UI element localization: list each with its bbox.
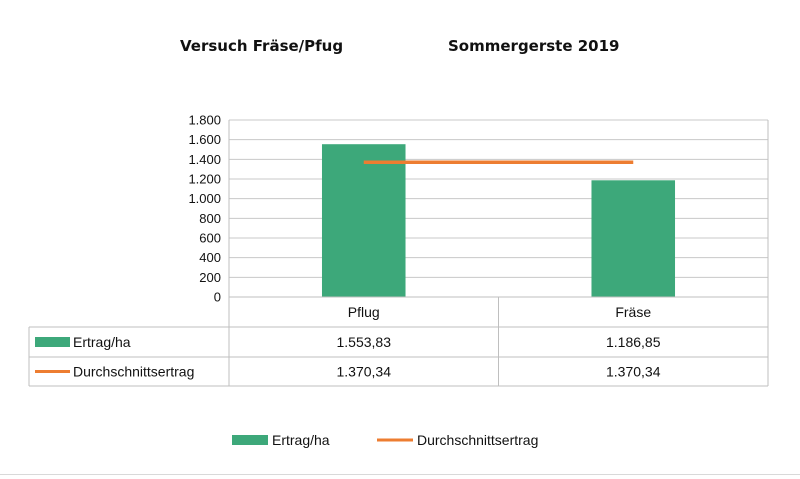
plot-area: 0 200 400 600 800 1.000 1.200 1.400 1.600 1.800 <box>188 113 769 386</box>
y-tick-label: 200 <box>199 270 221 285</box>
legend-label: Durchschnittsertrag <box>417 432 538 448</box>
y-tick-label: 1.000 <box>188 191 221 206</box>
y-tick-label: 600 <box>199 231 221 246</box>
y-tick-label: 1.400 <box>188 152 221 167</box>
chart-subtitle: Sommergerste 2019 <box>448 37 620 55</box>
table-series-key <box>35 337 70 347</box>
data-table: Pflug Fräse Ertrag/ha 1.553,83 1.186,85 Durch… <box>28 296 768 387</box>
y-tick-label: 1.800 <box>188 113 221 128</box>
legend-key <box>232 435 268 445</box>
y-tick-label: 1.600 <box>188 132 221 147</box>
table-value: 1.186,85 <box>606 334 661 350</box>
y-tick-label: 400 <box>199 250 221 265</box>
y-tick-label: 800 <box>199 211 221 226</box>
x-category-label: Fräse <box>615 304 651 320</box>
table-series-name: Durchschnittsertrag <box>73 364 194 380</box>
bar <box>321 144 406 297</box>
y-tick-label: 0 <box>214 290 221 305</box>
x-category-label: Pflug <box>348 304 380 320</box>
table-value: 1.370,34 <box>606 364 661 380</box>
chart-title: Versuch Fräse/Pfug <box>180 37 343 55</box>
legend-label: Ertrag/ha <box>272 432 330 448</box>
table-series-name: Ertrag/ha <box>73 334 131 350</box>
table-value: 1.370,34 <box>337 364 392 380</box>
y-tick-label: 1.200 <box>188 172 221 187</box>
table-value: 1.553,83 <box>337 334 392 350</box>
bar <box>591 180 676 297</box>
bottom-divider <box>0 474 800 475</box>
legend: Ertrag/ha Durchschnittsertrag <box>232 432 538 448</box>
